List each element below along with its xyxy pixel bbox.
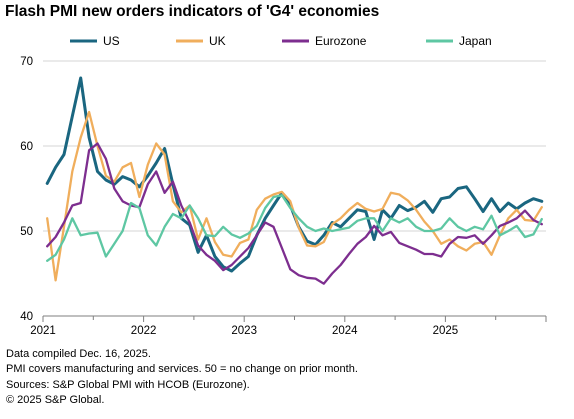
series-line-us — [45, 76, 544, 273]
y-tick-label-70: 70 — [20, 56, 33, 68]
legend-label-uk: UK — [209, 34, 226, 48]
x-axis: 2021 2022 2023 2024 2025 — [30, 315, 547, 337]
x-tick-label-2024: 2024 — [332, 325, 358, 337]
y-axis-ticks: 40 50 60 70 — [20, 56, 33, 323]
y-tick-label-50: 50 — [20, 226, 33, 238]
legend: US UK Eurozone Japan — [70, 34, 492, 48]
chart-notes: Data compiled Dec. 16, 2025. PMI covers … — [6, 347, 358, 408]
y-tick-label-60: 60 — [20, 141, 33, 153]
note-copyright: © 2025 S&P Global. — [6, 393, 105, 406]
legend-label-eurozone: Eurozone — [315, 34, 367, 48]
note-pmi-coverage: PMI covers manufacturing and services. 5… — [6, 363, 358, 376]
x-tick-label-2025: 2025 — [433, 325, 459, 337]
x-tick-label-2023: 2023 — [231, 325, 257, 337]
series-line-japan — [46, 194, 543, 262]
series-lines — [45, 76, 544, 285]
series-line-uk — [46, 110, 543, 282]
note-compiled-date: Data compiled Dec. 16, 2025. — [6, 348, 151, 360]
chart-title: Flash PMI new orders indicators of 'G4' … — [5, 3, 380, 20]
x-tick-label-2021: 2021 — [30, 325, 56, 337]
x-tick-label-2022: 2022 — [131, 325, 157, 337]
y-tick-label-40: 40 — [20, 311, 33, 323]
legend-label-us: US — [103, 34, 120, 48]
gridlines — [43, 60, 546, 232]
legend-label-japan: Japan — [459, 34, 492, 48]
note-sources: Sources: S&P Global PMI with HCOB (Euroz… — [6, 378, 250, 391]
